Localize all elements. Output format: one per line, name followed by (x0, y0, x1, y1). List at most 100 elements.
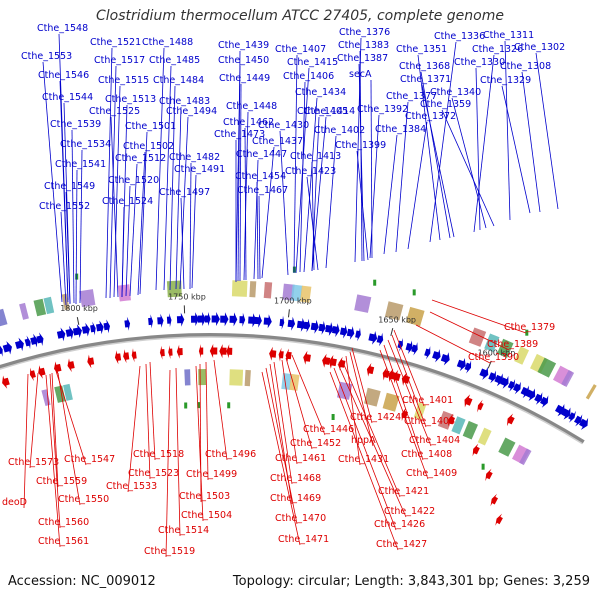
reverse-gene-label[interactable]: Cthe_1401 (402, 395, 453, 406)
forward-gene-arrow[interactable] (440, 352, 450, 366)
forward-gene-arrow[interactable] (534, 392, 543, 405)
reverse-gene-arrow[interactable] (38, 365, 46, 379)
reverse-gene-arrow[interactable] (303, 350, 311, 365)
forward-gene-label[interactable]: Cthe_1399 (335, 140, 386, 151)
reverse-gene-arrow[interactable] (338, 356, 346, 371)
reverse-gene-label[interactable]: Cthe_1452 (290, 438, 341, 449)
reverse-gene-label[interactable]: Cthe_1533 (106, 481, 157, 492)
forward-gene-label[interactable]: Cthe_1326 (472, 44, 523, 55)
reverse-gene-arrow[interactable] (495, 513, 503, 526)
forward-gene-label[interactable]: Cthe_1384 (375, 124, 426, 135)
forward-gene-label[interactable]: Cthe_1520 (108, 175, 159, 186)
forward-gene-arrow[interactable] (296, 317, 306, 332)
reverse-gene-label[interactable]: Cthe_1408 (401, 449, 452, 460)
forward-gene-label[interactable]: Cthe_1485 (149, 55, 200, 66)
forward-gene-label[interactable]: Cthe_1407 (275, 44, 326, 55)
forward-gene-label[interactable]: Cthe_1491 (174, 164, 225, 175)
reverse-gene-arrow[interactable] (131, 348, 137, 363)
forward-gene-arrow[interactable] (579, 417, 589, 430)
forward-gene-arrow[interactable] (279, 315, 285, 330)
forward-gene-label[interactable]: Cthe_1359 (420, 99, 471, 110)
forward-gene-arrow[interactable] (254, 313, 262, 328)
forward-gene-label[interactable]: Cthe_1448 (226, 101, 277, 112)
forward-gene-label[interactable]: Cthe_1512 (115, 153, 166, 164)
forward-gene-label[interactable]: Cthe_1302 (514, 42, 565, 53)
forward-gene-label[interactable]: Cthe_1402 (314, 125, 365, 136)
reverse-gene-arrow[interactable] (67, 358, 75, 373)
forward-gene-arrow[interactable] (540, 395, 549, 408)
forward-gene-label[interactable]: Cthe_1552 (39, 201, 90, 212)
forward-gene-label[interactable]: Cthe_1383 (338, 40, 389, 51)
forward-gene-label[interactable]: Cthe_1392 (357, 104, 408, 115)
forward-gene-label[interactable]: Cthe_1376 (339, 27, 390, 38)
reverse-gene-label[interactable]: Cthe_1503 (179, 491, 230, 502)
forward-gene-label[interactable]: Cthe_1501 (125, 121, 176, 132)
forward-gene-label[interactable]: Cthe_1462 (223, 117, 274, 128)
forward-gene-arrow[interactable] (464, 360, 472, 374)
forward-gene-arrow[interactable] (488, 370, 496, 384)
reverse-gene-arrow[interactable] (393, 369, 401, 384)
reverse-gene-arrow[interactable] (198, 344, 204, 359)
reverse-gene-label[interactable]: hppA (351, 435, 376, 446)
reverse-gene-label[interactable]: deoD (2, 497, 27, 508)
forward-gene-arrow[interactable] (318, 320, 326, 335)
forward-gene-label[interactable]: Cthe_1377 (386, 91, 437, 102)
reverse-gene-arrow[interactable] (477, 399, 484, 413)
forward-gene-arrow[interactable] (0, 343, 3, 357)
forward-gene-arrow[interactable] (310, 319, 319, 334)
reverse-gene-arrow[interactable] (485, 468, 493, 482)
forward-gene-arrow[interactable] (239, 312, 246, 327)
forward-gene-arrow[interactable] (376, 332, 384, 347)
forward-gene-arrow[interactable] (574, 414, 583, 427)
forward-gene-label[interactable]: Cthe_1454 (235, 171, 286, 182)
reverse-gene-label[interactable]: Cthe_1499 (186, 469, 237, 480)
forward-gene-label[interactable]: Cthe_1406 (283, 71, 334, 82)
forward-gene-arrow[interactable] (368, 331, 378, 345)
forward-gene-arrow[interactable] (56, 327, 66, 342)
forward-gene-label[interactable]: Cthe_1450 (218, 55, 269, 66)
forward-gene-arrow[interactable] (500, 375, 509, 389)
forward-gene-label[interactable]: Cthe_1549 (44, 181, 95, 192)
forward-gene-label[interactable]: Cthe_1488 (142, 37, 193, 48)
forward-gene-label[interactable]: Cthe_1548 (37, 23, 88, 34)
forward-gene-label[interactable]: Cthe_1368 (399, 61, 450, 72)
forward-gene-arrow[interactable] (507, 379, 516, 392)
reverse-gene-label[interactable]: Cthe_1470 (275, 513, 326, 524)
forward-gene-label[interactable]: Cthe_1372 (405, 111, 456, 122)
forward-gene-label[interactable]: Cthe_1483 (159, 96, 210, 107)
forward-gene-label[interactable]: Cthe_1336 (434, 31, 485, 42)
forward-gene-label[interactable]: Cthe_1525 (89, 106, 140, 117)
forward-gene-arrow[interactable] (405, 340, 413, 355)
forward-gene-arrow[interactable] (513, 381, 521, 395)
forward-gene-label[interactable]: Cthe_1541 (55, 159, 106, 170)
forward-gene-arrow[interactable] (424, 346, 431, 360)
forward-gene-arrow[interactable] (287, 316, 296, 331)
forward-gene-arrow[interactable] (24, 335, 31, 350)
forward-gene-arrow[interactable] (65, 325, 74, 340)
reverse-gene-arrow[interactable] (472, 443, 480, 457)
reverse-gene-arrow[interactable] (226, 344, 233, 359)
forward-gene-arrow[interactable] (561, 407, 571, 420)
forward-gene-label[interactable]: Cthe_1524 (102, 196, 153, 207)
reverse-gene-label[interactable]: Cthe_1519 (144, 546, 195, 557)
forward-gene-label[interactable]: Cthe_1308 (500, 61, 551, 72)
forward-gene-arrow[interactable] (355, 327, 361, 342)
forward-gene-arrow[interactable] (494, 373, 503, 387)
forward-gene-arrow[interactable] (411, 342, 418, 356)
forward-gene-arrow[interactable] (166, 313, 172, 328)
forward-gene-arrow[interactable] (96, 320, 104, 335)
reverse-gene-arrow[interactable] (168, 345, 173, 360)
reverse-gene-label[interactable]: Cthe_1514 (158, 525, 209, 536)
reverse-gene-label[interactable]: Cthe_1550 (58, 494, 109, 505)
reverse-gene-arrow[interactable] (278, 347, 284, 362)
reverse-gene-arrow[interactable] (401, 372, 410, 386)
reverse-gene-label[interactable]: Cthe_1390 (468, 352, 519, 363)
forward-gene-label[interactable]: Cthe_1414 (304, 106, 355, 117)
reverse-gene-arrow[interactable] (269, 346, 277, 361)
forward-gene-label[interactable]: Cthe_1449 (219, 73, 270, 84)
reverse-gene-label[interactable]: Cthe_1403 (404, 416, 455, 427)
reverse-gene-label[interactable]: Cthe_1426 (374, 519, 425, 530)
forward-gene-label[interactable]: Cthe_1430 (258, 120, 309, 131)
forward-gene-arrow[interactable] (72, 324, 82, 338)
reverse-gene-label[interactable]: Cthe_1561 (38, 536, 89, 547)
